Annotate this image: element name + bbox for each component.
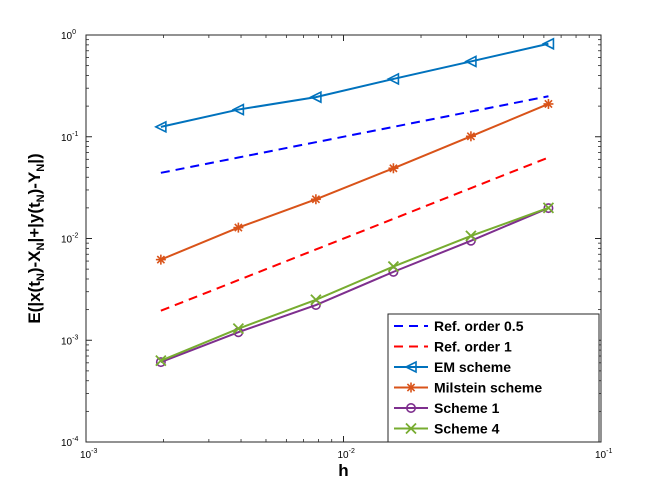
data-point-milstein-scheme (543, 98, 554, 109)
legend-entry-scheme-4: Scheme 4 (394, 421, 500, 437)
data-point-milstein-scheme (155, 254, 166, 265)
series-ref-order-0-5 (160, 95, 549, 174)
legend-label-ref-order-1: Ref. order 1 (434, 339, 512, 355)
series-line-em-scheme (160, 42, 549, 128)
y-tick-label: 100 (61, 29, 76, 42)
legend-entry-ref-order-0-5: Ref. order 0.5 (394, 318, 524, 334)
legend-marker-em-scheme (404, 360, 417, 374)
data-point-milstein-scheme (388, 163, 399, 174)
data-point-em-scheme (231, 103, 245, 116)
x-tick-label: 10-1 (595, 448, 612, 461)
y-axis-label: E(|x(tN)-XN|+|y(tN)-YN|) (25, 153, 47, 323)
legend-entry-em-scheme: EM scheme (394, 359, 511, 375)
data-point-scheme-1 (155, 357, 166, 368)
series-milstein-scheme (155, 98, 554, 265)
series-ref-order-1 (160, 156, 549, 312)
data-point-scheme-4 (310, 294, 322, 306)
y-tick-label: 10-2 (61, 233, 78, 246)
series-layer (154, 37, 555, 368)
data-point-scheme-4 (232, 323, 245, 335)
series-line-ref-order-1 (160, 156, 549, 312)
y-tick-label: 10-4 (61, 436, 78, 449)
data-point-milstein-scheme (233, 222, 244, 233)
data-point-em-scheme (386, 72, 400, 86)
data-point-em-scheme (154, 120, 167, 134)
legend-entry-milstein-scheme: Milstein scheme (394, 380, 542, 396)
data-point-milstein-scheme (465, 131, 476, 142)
series-em-scheme (154, 37, 555, 134)
y-tick-label: 10-1 (61, 131, 78, 144)
legend-entry-ref-order-1: Ref. order 1 (394, 339, 512, 355)
series-line-milstein-scheme (160, 103, 549, 261)
data-point-em-scheme (309, 90, 322, 104)
data-point-milstein-scheme (310, 194, 321, 205)
data-point-em-scheme (541, 37, 555, 51)
data-point-scheme-4 (155, 355, 167, 367)
legend-label-ref-order-0-5: Ref. order 0.5 (434, 318, 524, 334)
data-point-em-scheme (464, 55, 477, 68)
series-line-ref-order-0-5 (160, 95, 549, 174)
legend-marker-milstein-scheme (406, 382, 416, 393)
x-tick-label: 10-2 (338, 448, 355, 461)
legend-label-milstein-scheme: Milstein scheme (434, 380, 542, 396)
data-point-scheme-4 (387, 260, 400, 273)
series-line-scheme-4 (160, 206, 549, 362)
x-tick-label: 10-3 (80, 448, 97, 461)
data-point-scheme-4 (542, 202, 555, 214)
series-line-scheme-1 (160, 207, 549, 364)
legend-label-em-scheme: EM scheme (434, 359, 511, 375)
axes-layer: 10-3 10-2 10-110-410-310-210-1100hE(|x(tN)… (25, 29, 612, 480)
data-point-scheme-1 (543, 203, 554, 214)
legend-label-scheme-1: Scheme 1 (434, 400, 500, 416)
series-scheme-4 (155, 202, 555, 367)
legend-entry-scheme-1: Scheme 1 (394, 400, 500, 416)
y-tick-label: 10-3 (61, 334, 78, 347)
data-point-scheme-4 (465, 230, 477, 242)
legend-marker-scheme-4 (405, 422, 417, 435)
x-axis-label: h (338, 461, 348, 480)
legend-box (387, 313, 600, 443)
legend: Ref. order 0.5 Ref. order 1 EM scheme Milst… (387, 313, 600, 443)
legend-label-scheme-4: Scheme 4 (434, 421, 500, 437)
legend-marker-scheme-1 (405, 402, 416, 413)
